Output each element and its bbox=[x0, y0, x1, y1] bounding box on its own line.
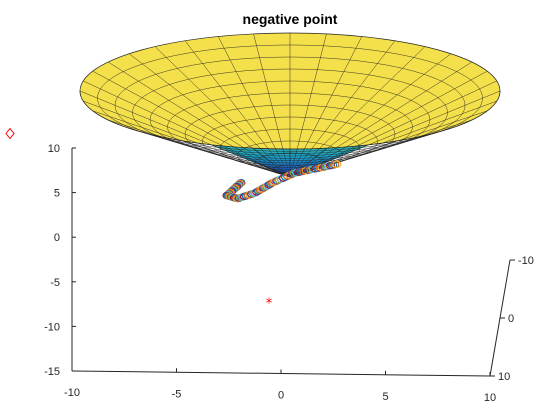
cone-spoke bbox=[289, 46, 426, 178]
x-tick-label: -5 bbox=[172, 388, 182, 400]
z-tick-label: -15 bbox=[44, 366, 60, 378]
z-axis-ticks: 10 5 0 -5 -10 -15 bbox=[44, 143, 76, 378]
trajectory-circle-marker bbox=[332, 160, 342, 168]
x-tick-label: 0 bbox=[278, 390, 284, 402]
z-tick-label: -10 bbox=[44, 321, 60, 333]
cone-spoke bbox=[253, 33, 291, 178]
cone-surface bbox=[79, 32, 501, 178]
x-tick-label: 5 bbox=[382, 391, 388, 403]
cone-spoke bbox=[108, 119, 291, 178]
cone-spoke bbox=[83, 80, 291, 178]
y-axis-ticks: -10 0 10 bbox=[490, 255, 534, 383]
cone-spoke bbox=[218, 145, 291, 178]
x-axis-ticks: -10 -5 0 5 10 bbox=[64, 367, 496, 404]
z-tick-label: 10 bbox=[48, 143, 60, 155]
y-tick-label: -10 bbox=[518, 255, 534, 267]
z-tick-label: -5 bbox=[50, 277, 60, 289]
cone-spoke bbox=[289, 36, 363, 178]
cone-spoke bbox=[83, 100, 291, 178]
y-axis: -10 0 10 bbox=[489, 255, 534, 383]
cone-spoke bbox=[289, 80, 497, 178]
cone-spoke bbox=[92, 70, 291, 178]
z-tick-label: 5 bbox=[54, 188, 60, 200]
y-tick-label: 10 bbox=[498, 371, 510, 383]
cone-spoke bbox=[128, 53, 291, 178]
cone-spoke bbox=[129, 128, 291, 178]
z-tick-label: 0 bbox=[54, 232, 60, 244]
cone-spoke bbox=[92, 110, 291, 178]
cone-spoke bbox=[79, 90, 291, 178]
trajectory-markers: * bbox=[5, 127, 342, 311]
cone-spoke bbox=[289, 90, 501, 178]
cone-spoke bbox=[289, 33, 327, 178]
cone-spoke bbox=[289, 53, 452, 178]
cone-spoke bbox=[289, 40, 396, 178]
x-tick-label: -10 bbox=[64, 387, 80, 399]
z-axis: 10 5 0 -5 -10 -15 bbox=[44, 143, 76, 378]
diamond-marker bbox=[5, 127, 15, 140]
cone-spoke bbox=[154, 46, 291, 178]
chart-title: negative point bbox=[243, 11, 338, 27]
cone-spoke bbox=[289, 61, 472, 178]
asterisk-marker: * bbox=[266, 296, 273, 311]
cone-spoke bbox=[108, 61, 291, 178]
x-axis: -10 -5 0 5 10 bbox=[64, 367, 496, 404]
cone-spoke bbox=[289, 70, 488, 178]
x-tick-label: 10 bbox=[484, 392, 496, 404]
y-tick-label: 0 bbox=[508, 313, 514, 325]
cone-spoke bbox=[184, 40, 291, 178]
cone-spoke bbox=[217, 36, 291, 178]
